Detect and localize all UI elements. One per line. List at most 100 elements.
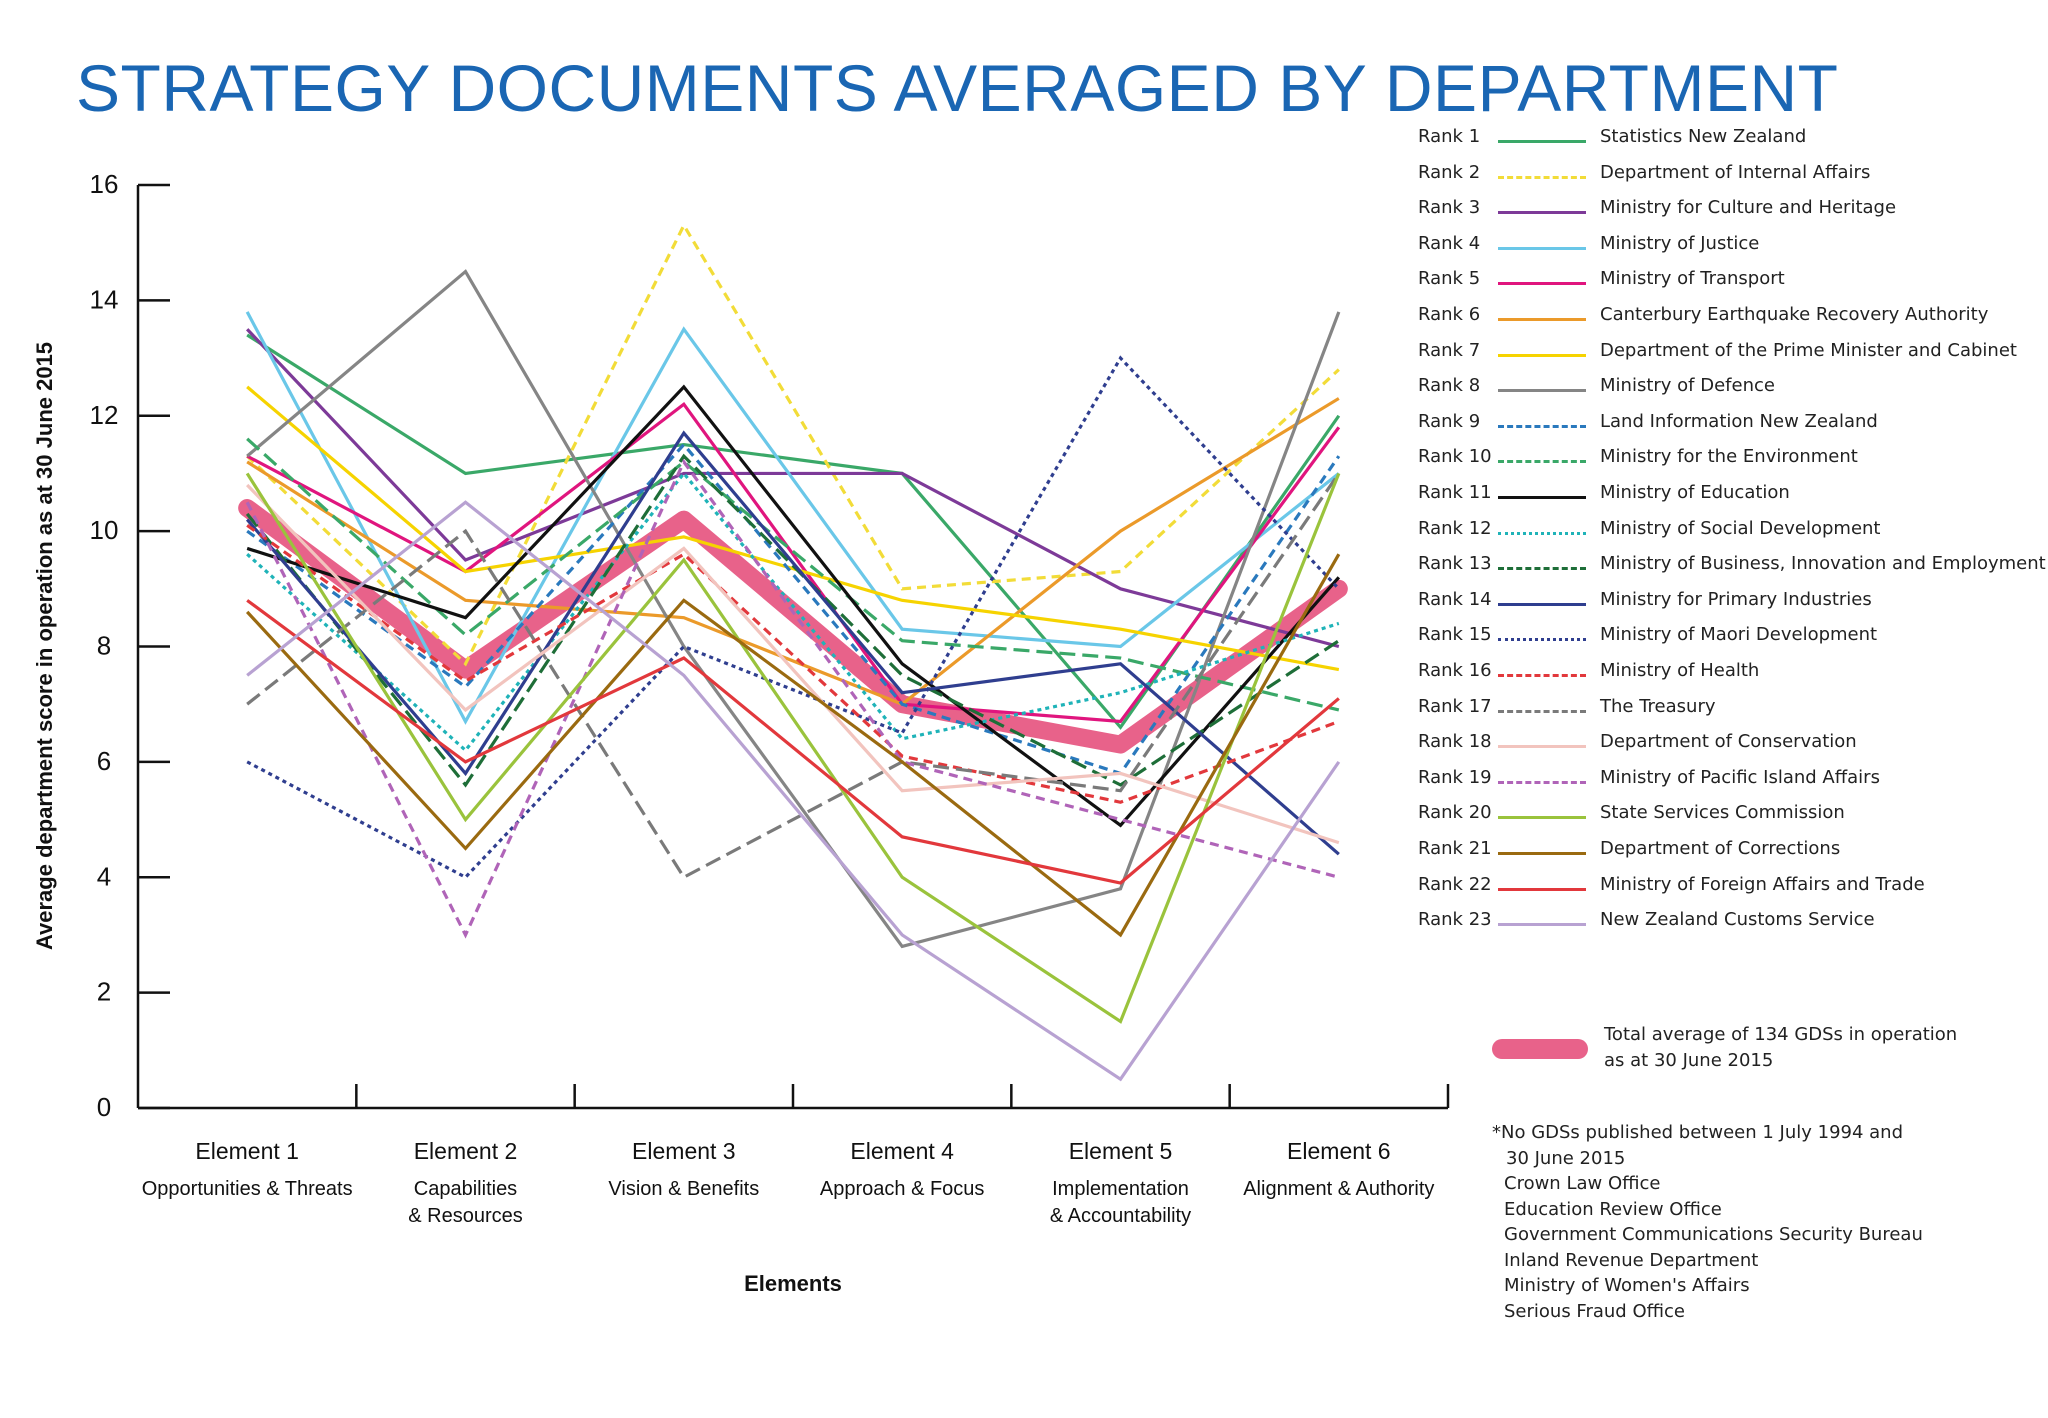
legend-item: Rank 21 Department of Corrections xyxy=(1418,838,2048,868)
legend-swatch xyxy=(1498,852,1586,855)
series-line-1 xyxy=(246,333,1341,730)
legend-swatch xyxy=(1498,140,1586,143)
legend-item: Rank 4 Ministry of Justice xyxy=(1418,233,2048,263)
legend-swatch xyxy=(1498,674,1586,677)
legend-rank-label: Rank 2 xyxy=(1418,161,1481,183)
legend-series-name: Ministry of Transport xyxy=(1600,268,1785,290)
series-line-8 xyxy=(246,269,1341,949)
x-category-sublabel: Opportunities & Threats xyxy=(142,1178,353,1200)
legend-rank-label: Rank 9 xyxy=(1418,410,1481,432)
footnote: *No GDSs published between 1 July 1994 a… xyxy=(1492,1120,1923,1324)
legend-rank-label: Rank 10 xyxy=(1418,446,1492,468)
x-category-label: Element 1 xyxy=(195,1138,299,1164)
legend-series-name: Ministry of Maori Development xyxy=(1600,624,1878,646)
legend-rank-label: Rank 4 xyxy=(1418,232,1481,254)
x-category-label: Element 6 xyxy=(1287,1138,1391,1164)
y-tick-label: 0 xyxy=(97,1092,111,1122)
legend-swatch xyxy=(1498,246,1586,250)
series-line-23 xyxy=(246,500,1341,1082)
legend-rank-label: Rank 3 xyxy=(1418,197,1481,219)
legend-item: Rank 12 Ministry of Social Development xyxy=(1418,518,2048,548)
legend-item: Rank 3 Ministry for Culture and Heritage xyxy=(1418,197,2048,227)
series-line-4 xyxy=(245,311,1340,725)
y-axis-title: Average department score in operation as… xyxy=(32,342,57,950)
legend-series-name: Land Information New Zealand xyxy=(1600,410,1878,432)
footnote-item: Government Communications Security Burea… xyxy=(1504,1224,1923,1245)
x-category-sublabel: Alignment & Authority xyxy=(1243,1178,1434,1200)
legend-series-name: Ministry of Health xyxy=(1600,660,1760,681)
series-line-17 xyxy=(246,472,1341,880)
series-line-18 xyxy=(246,483,1340,845)
legend-rank-label: Rank 15 xyxy=(1418,624,1492,646)
series-line-14 xyxy=(245,430,1340,856)
legend-rank-label: Rank 7 xyxy=(1418,339,1481,361)
legend-item: Rank 7 Department of the Prime Minister a… xyxy=(1418,340,2048,370)
legend-rank-label: Rank 18 xyxy=(1418,731,1492,753)
legend-item: Rank 17 The Treasury xyxy=(1418,696,2048,726)
y-tick-label: 10 xyxy=(90,515,119,545)
y-tick-label: 12 xyxy=(90,400,119,430)
legend-item: Rank 1 Statistics New Zealand xyxy=(1418,126,2048,156)
legend-series-name: Ministry of Business, Innovation and Emp… xyxy=(1600,553,2046,575)
x-category-sublabel: Implementation xyxy=(1052,1178,1189,1200)
legend-series-name: Ministry for Primary Industries xyxy=(1600,588,1872,610)
legend-item: Rank 22 Ministry of Foreign Affairs and T… xyxy=(1418,874,2048,904)
footnote-list: Crown Law Office Education Review Office G… xyxy=(1492,1171,1923,1324)
legend-rank-label: Rank 5 xyxy=(1418,268,1481,290)
y-tick-label: 4 xyxy=(97,861,111,891)
legend-series-name: Ministry of Defence xyxy=(1600,375,1775,397)
legend-swatch xyxy=(1498,531,1586,535)
legend-swatch xyxy=(1498,602,1586,606)
x-category-sublabel: Vision & Benefits xyxy=(608,1178,759,1200)
legend-swatch xyxy=(1498,175,1586,179)
footnote-heading: *No GDSs published between 1 July 1994 a… xyxy=(1492,1122,1904,1143)
legend-swatch xyxy=(1498,638,1586,642)
x-category-label: Element 2 xyxy=(414,1138,518,1164)
legend-item: Rank 20 State Services Commission xyxy=(1418,802,2048,832)
legend-series-name: Ministry for Culture and Heritage xyxy=(1600,197,1897,219)
y-tick-label: 6 xyxy=(97,746,111,776)
legend-rank-label: Rank 8 xyxy=(1418,375,1481,397)
legend-swatch xyxy=(1498,745,1586,749)
series-line-21 xyxy=(245,553,1341,938)
x-category-sublabel: & Accountability xyxy=(1050,1205,1191,1227)
legend-series-name: Ministry of Justice xyxy=(1600,232,1760,254)
legend-series-name: Ministry of Foreign Affairs and Trade xyxy=(1600,873,1925,895)
series-line-22 xyxy=(246,599,1340,885)
legend-item: Rank 11 Ministry of Education xyxy=(1418,482,2048,512)
legend-rank-label: Rank 13 xyxy=(1418,553,1492,575)
legend-series-name: Ministry for the Environment xyxy=(1600,446,1858,468)
legend-series-name: Ministry of Education xyxy=(1600,482,1790,503)
legend-item: Rank 15 Ministry of Maori Development xyxy=(1418,624,2048,654)
x-category-label: Element 4 xyxy=(850,1138,954,1164)
x-category-label: Element 5 xyxy=(1069,1138,1173,1164)
footnote-item: Inland Revenue Department xyxy=(1504,1249,1759,1271)
legend-rank-label: Rank 11 xyxy=(1418,482,1492,503)
legend-series-name: Ministry of Pacific Island Affairs xyxy=(1600,766,1880,788)
series-line-15 xyxy=(246,355,1340,880)
legend-swatch xyxy=(1498,887,1586,891)
series-line-12 xyxy=(246,470,1340,753)
legend-rank-label: Rank 6 xyxy=(1418,304,1481,325)
legend-rank-label: Rank 17 xyxy=(1418,695,1492,717)
legend-series-name: Statistics New Zealand xyxy=(1600,126,1807,147)
legend-swatch xyxy=(1498,389,1586,393)
legend-rank-label: Rank 19 xyxy=(1418,766,1492,788)
series-line-10 xyxy=(246,437,1340,712)
legend-swatch xyxy=(1498,923,1586,927)
legend-rank-label: Rank 16 xyxy=(1418,660,1492,681)
legend-rank-label: Rank 1 xyxy=(1418,126,1481,147)
x-category-label: Element 3 xyxy=(632,1138,736,1164)
legend-swatch xyxy=(1498,567,1586,571)
series-line-13 xyxy=(245,453,1340,788)
series-line-19 xyxy=(245,458,1340,939)
series-line-20 xyxy=(245,472,1341,1024)
legend-series-name: Department of the Prime Minister and Cab… xyxy=(1600,339,2017,361)
legend-item: Rank 10 Ministry for the Environment xyxy=(1418,446,2048,476)
y-tick-label: 8 xyxy=(97,631,111,661)
footnote-heading-cont: 30 June 2015 xyxy=(1506,1147,1626,1169)
legend-swatch xyxy=(1498,424,1586,428)
legend-swatch xyxy=(1498,353,1586,357)
legend-item: Rank 6 Canterbury Earthquake Recovery Aut… xyxy=(1418,304,2048,334)
